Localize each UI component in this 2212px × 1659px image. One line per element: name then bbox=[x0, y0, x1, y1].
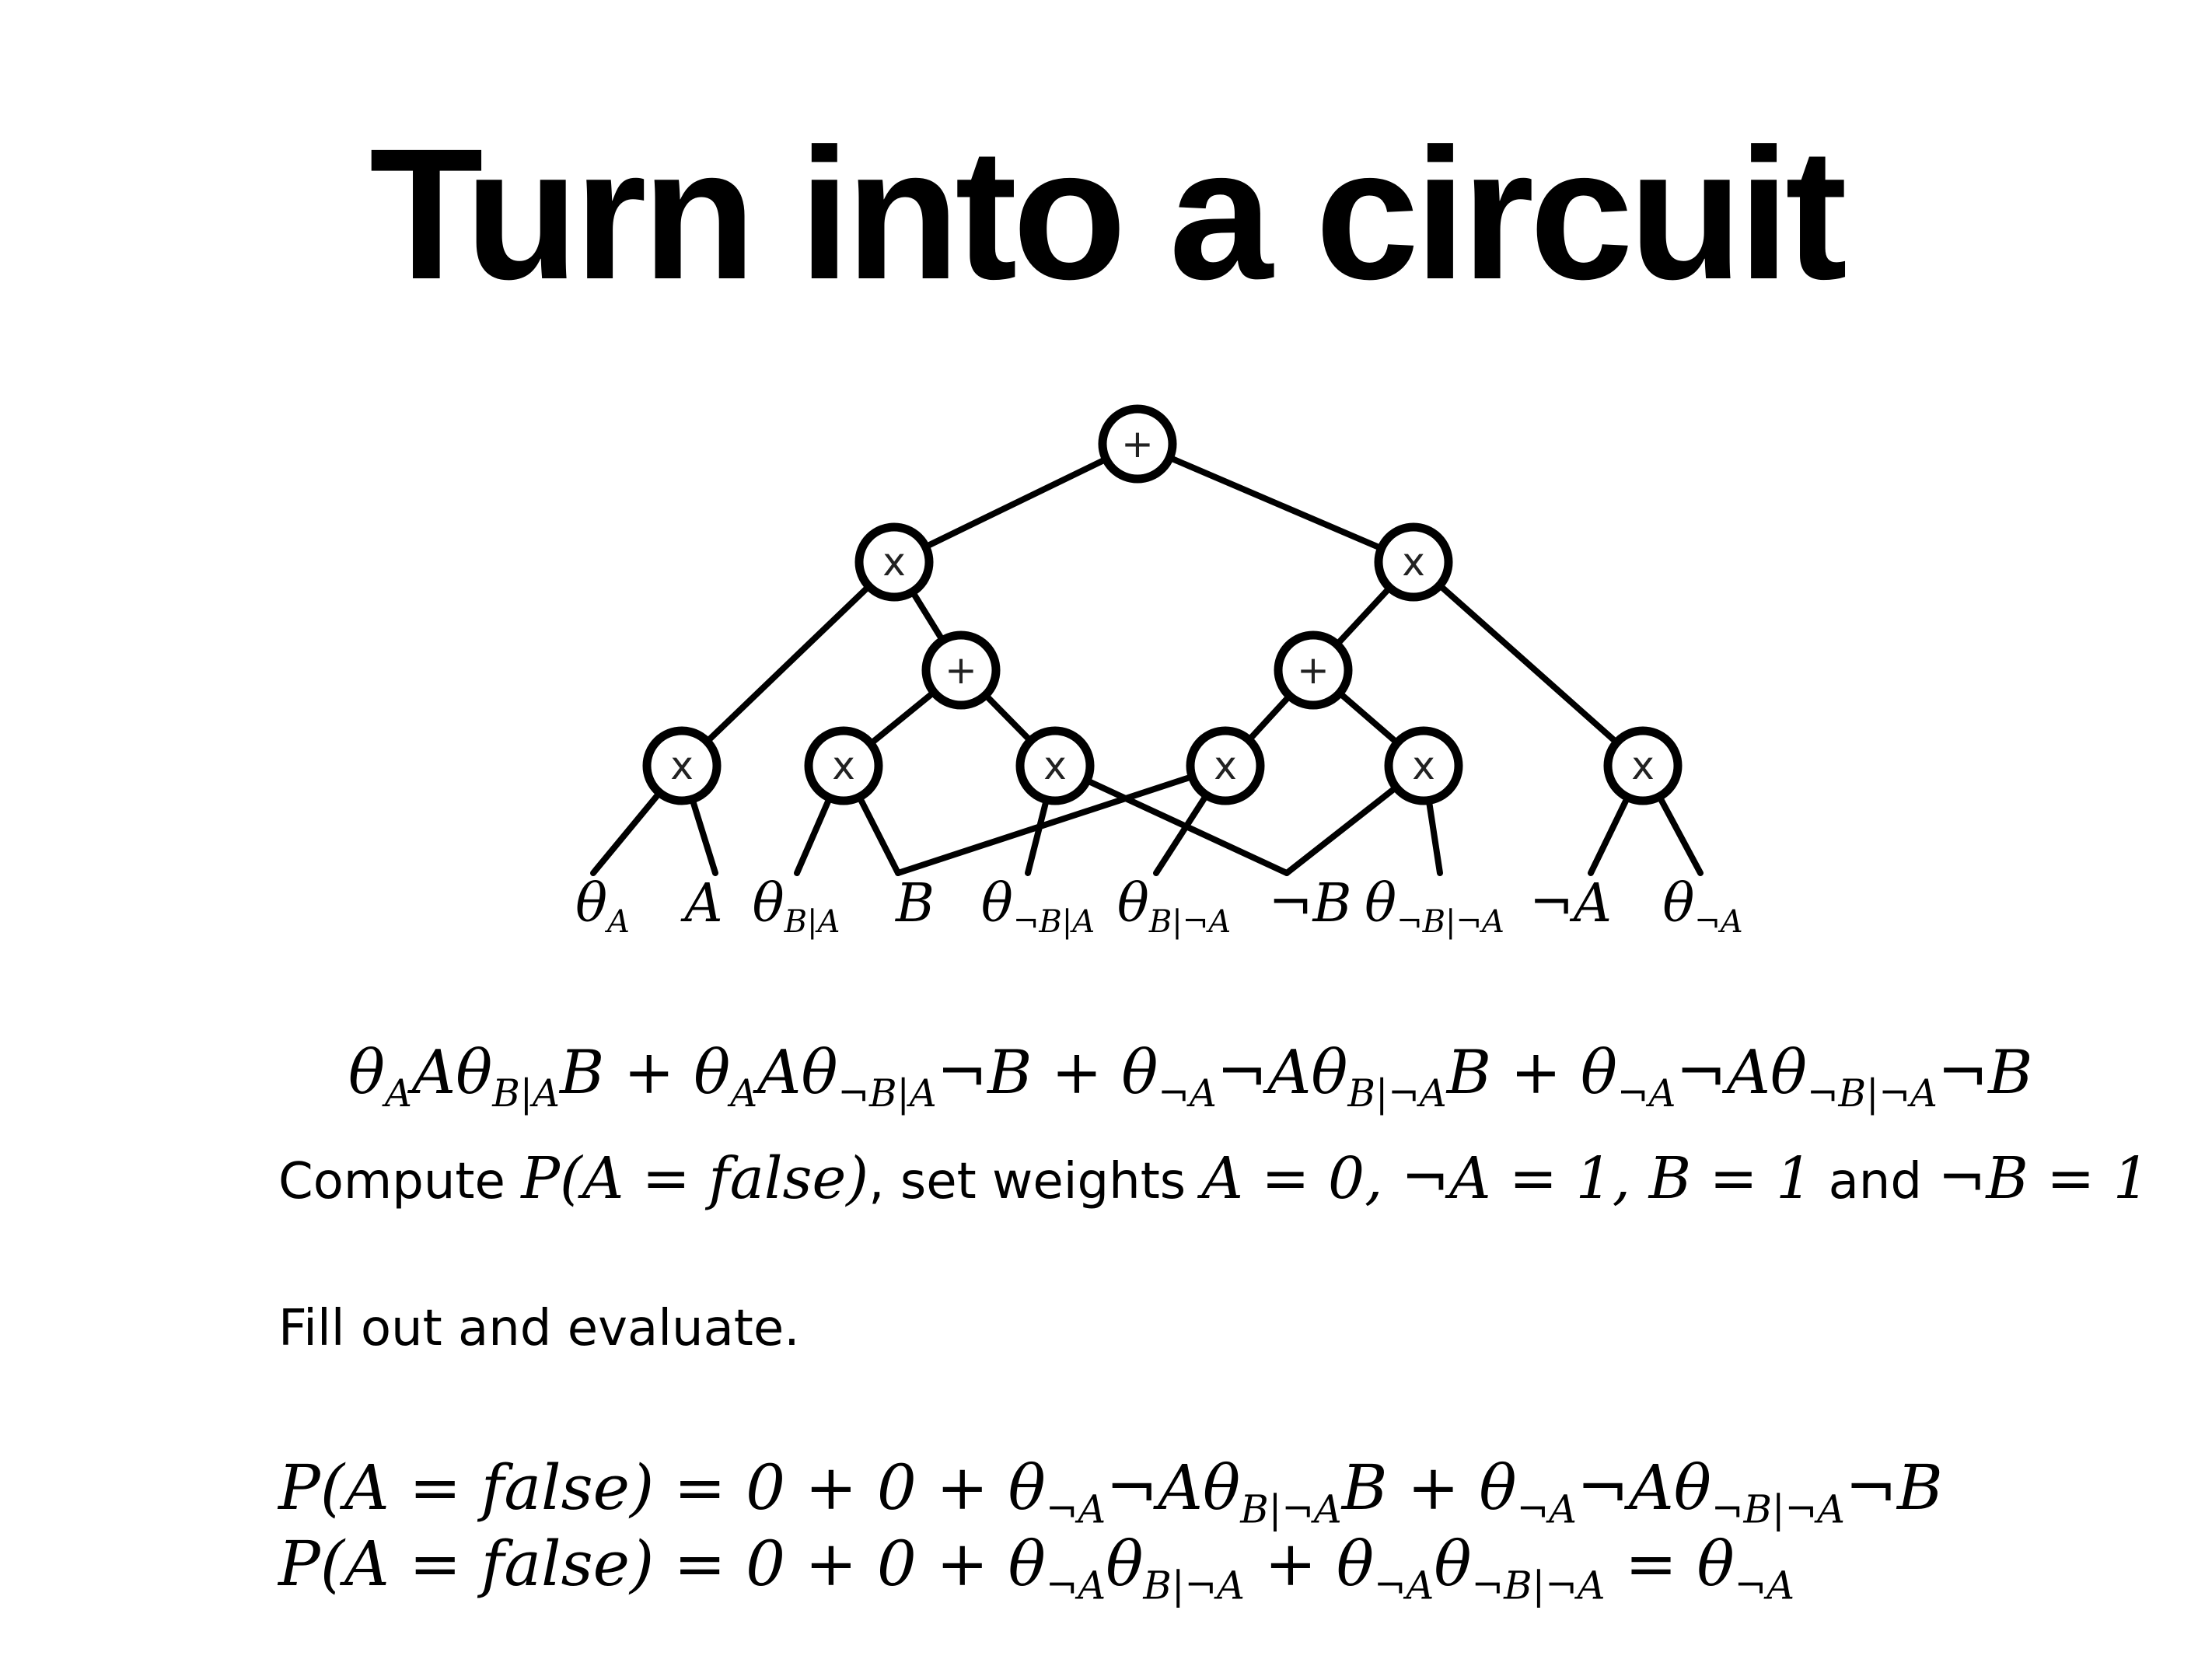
node-circle bbox=[1384, 726, 1463, 805]
node-circle bbox=[1186, 726, 1265, 805]
evaluation-step-2: P(A = false) = 0 + 0 + θ¬AθB|¬A + θ¬Aθ¬B… bbox=[278, 1528, 1795, 1608]
leaf-7-label: θ¬B|¬A bbox=[1365, 873, 1504, 940]
edge-prod-4-to-leaf-5 bbox=[1153, 791, 1210, 876]
node-operator: x bbox=[1631, 743, 1655, 788]
node-operator: x bbox=[832, 743, 855, 788]
node-operator: x bbox=[1043, 743, 1067, 788]
edge-prod-left-to-sum-left bbox=[909, 589, 946, 644]
edge-prod-5-to-leaf-6 bbox=[1284, 784, 1400, 876]
compute-instruction: Compute P(A = false), set weights A = 0,… bbox=[278, 1145, 2150, 1212]
node-circle bbox=[921, 630, 1001, 710]
node-circle bbox=[1015, 726, 1095, 805]
node-circle bbox=[1274, 630, 1353, 710]
leaf-1-label: A bbox=[680, 873, 722, 934]
node-operator: x bbox=[882, 540, 906, 585]
edge-sum-left-to-prod-2 bbox=[867, 689, 938, 747]
node-circle bbox=[804, 726, 883, 805]
leaf-5-label: θB|¬A bbox=[1117, 873, 1231, 940]
weight-assignments: A = 0, ¬A = 1, B = 1 bbox=[1201, 1145, 1813, 1212]
node-operator: + bbox=[1297, 648, 1330, 693]
leaf-3-label: B bbox=[894, 873, 935, 934]
node-circle bbox=[642, 726, 722, 805]
sum-node-root: + bbox=[1098, 404, 1177, 484]
product-node-prod-2: x bbox=[804, 726, 883, 805]
leaf-4-label: θ¬B|A bbox=[981, 873, 1095, 940]
leaf-9-label: θ¬A bbox=[1662, 873, 1742, 940]
node-operator: x bbox=[670, 743, 694, 788]
edge-prod-1-to-leaf-1 bbox=[689, 795, 718, 876]
node-circle bbox=[1098, 404, 1177, 484]
node-circle bbox=[1603, 726, 1683, 805]
edge-root-to-prod-left bbox=[922, 456, 1109, 550]
circuit-edges bbox=[590, 454, 1704, 876]
edge-prod-4-to-leaf-3 bbox=[895, 774, 1196, 876]
product-node-prod-3: x bbox=[1015, 726, 1095, 805]
compute-and: and bbox=[1812, 1153, 1938, 1210]
node-operator: + bbox=[1121, 421, 1154, 466]
leaf-8-label: ¬A bbox=[1529, 873, 1612, 934]
compute-prefix: Compute bbox=[278, 1153, 522, 1210]
edge-prod-3-to-leaf-4 bbox=[1025, 796, 1050, 876]
query-expression: P(A = false) bbox=[521, 1145, 869, 1212]
edge-prod-6-to-leaf-9 bbox=[1656, 793, 1704, 876]
edge-sum-right-to-prod-5 bbox=[1337, 690, 1400, 746]
fill-out-instruction: Fill out and evaluate. bbox=[278, 1300, 800, 1357]
product-node-prod-4: x bbox=[1186, 726, 1265, 805]
leaf-6-label: ¬B bbox=[1269, 873, 1352, 934]
node-operator: x bbox=[1402, 540, 1425, 585]
node-circle bbox=[854, 522, 934, 602]
edge-prod-2-to-leaf-3 bbox=[856, 794, 901, 876]
edge-prod-right-to-sum-right bbox=[1333, 584, 1393, 648]
node-operator: x bbox=[1214, 743, 1237, 788]
edge-prod-left-to-prod-1 bbox=[704, 583, 872, 745]
edge-prod-5-to-leaf-7 bbox=[1425, 797, 1443, 876]
weight-assignment-notb: ¬B = 1 bbox=[1938, 1145, 2150, 1212]
product-node-prod-5: x bbox=[1384, 726, 1463, 805]
edge-sum-right-to-prod-4 bbox=[1246, 693, 1293, 743]
edge-root-to-prod-right bbox=[1166, 454, 1385, 552]
product-node-prod-left: x bbox=[854, 522, 934, 602]
product-node-prod-1: x bbox=[642, 726, 722, 805]
node-circle bbox=[1374, 522, 1453, 602]
evaluation-step-1: P(A = false) = 0 + 0 + θ¬A¬AθB|¬AB + θ¬A… bbox=[278, 1451, 1943, 1532]
edge-prod-1-to-leaf-0 bbox=[590, 789, 663, 876]
edge-sum-left-to-prod-3 bbox=[982, 692, 1034, 744]
network-polynomial: θAAθB|AB + θAAθ¬B|A¬B + θ¬A¬AθB|¬AB + θ¬… bbox=[348, 1038, 2033, 1116]
compute-mid: , set weights bbox=[868, 1153, 1202, 1210]
edge-prod-6-to-leaf-8 bbox=[1588, 794, 1631, 876]
node-operator: x bbox=[1412, 743, 1435, 788]
leaf-2-label: θB|A bbox=[753, 873, 840, 940]
product-node-prod-right: x bbox=[1374, 522, 1453, 602]
edge-prod-right-to-prod-6 bbox=[1436, 582, 1620, 746]
product-node-prod-6: x bbox=[1603, 726, 1683, 805]
leaf-0-label: θA bbox=[575, 873, 630, 940]
edge-prod-2-to-leaf-2 bbox=[794, 795, 833, 876]
circuit-nodes: + x x + + x x x x x x bbox=[642, 404, 1683, 805]
slide-title: Turn into a circuit bbox=[369, 110, 1847, 318]
sum-node-sum-right: + bbox=[1274, 630, 1353, 710]
node-operator: + bbox=[945, 648, 977, 693]
sum-node-sum-left: + bbox=[921, 630, 1001, 710]
